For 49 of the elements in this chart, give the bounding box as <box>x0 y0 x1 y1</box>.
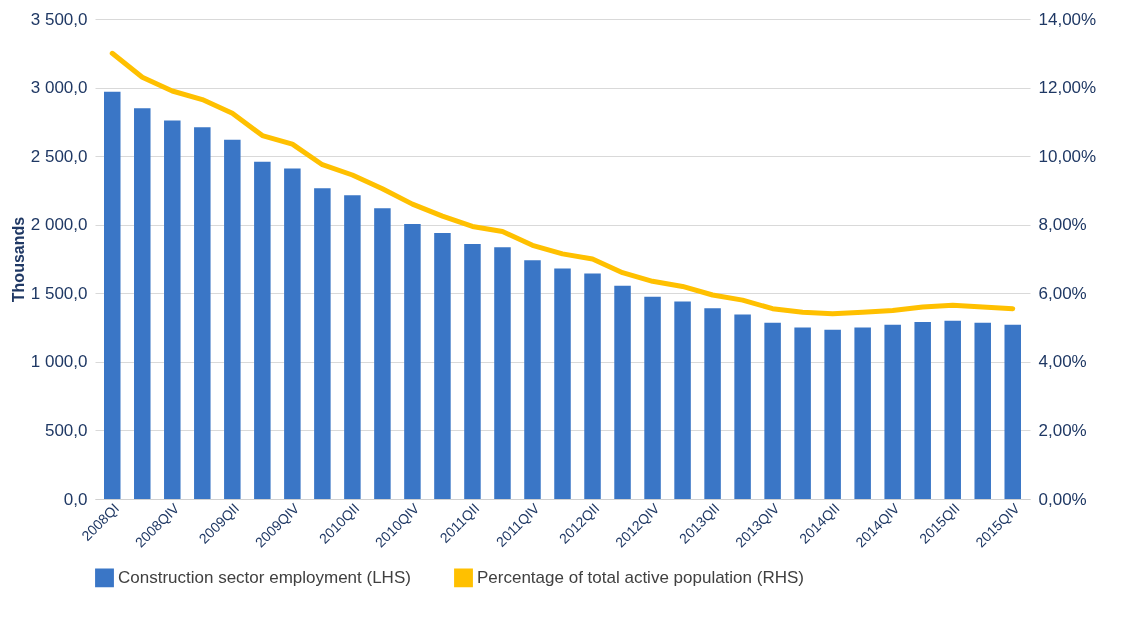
bar <box>704 308 721 499</box>
y2-tick-label: 14,00% <box>1038 9 1097 29</box>
bar <box>974 322 991 499</box>
y-tick-label: 1 000,0 <box>30 352 88 372</box>
y-tick-label: 2 000,0 <box>30 215 88 235</box>
bar <box>1004 324 1021 499</box>
y-axis-title: Thousands <box>9 216 27 303</box>
bar <box>134 108 151 499</box>
y2-tick-label: 2,00% <box>1038 420 1087 440</box>
y-tick-label: 2 500,0 <box>30 146 88 166</box>
bar <box>344 195 361 499</box>
bar <box>764 322 781 499</box>
bar <box>554 268 571 499</box>
bar <box>224 139 241 499</box>
y2-tick-label: 4,00% <box>1038 352 1087 372</box>
y2-tick-label: 6,00% <box>1038 283 1087 303</box>
bar <box>614 285 631 499</box>
bar <box>494 247 511 499</box>
bar <box>734 314 751 499</box>
y2-tick-label: 10,00% <box>1038 146 1097 166</box>
bar <box>164 120 181 499</box>
bar <box>524 260 541 499</box>
y-tick-label: 1 500,0 <box>30 283 88 303</box>
bar <box>434 232 451 499</box>
bar <box>314 188 331 499</box>
bar <box>884 324 901 499</box>
bar <box>104 91 121 499</box>
y2-tick-label: 8,00% <box>1038 215 1087 235</box>
bar <box>944 320 961 499</box>
y2-tick-label: 12,00% <box>1038 78 1097 98</box>
bar <box>794 327 811 499</box>
bar <box>914 322 931 499</box>
legend-label: Percentage of total active population (RHS) <box>477 567 804 587</box>
bar <box>674 301 691 499</box>
bar <box>644 296 661 499</box>
bar <box>404 224 421 499</box>
y-tick-label: 500,0 <box>44 420 88 440</box>
bar <box>194 127 211 499</box>
bar <box>464 243 481 499</box>
legend-label: Construction sector employment (LHS) <box>118 567 411 587</box>
y-tick-label: 3 500,0 <box>30 9 88 29</box>
bar <box>824 329 841 499</box>
y2-tick-label: 0,00% <box>1038 489 1087 509</box>
bar <box>254 161 271 499</box>
bar <box>584 273 601 499</box>
bar <box>854 327 871 499</box>
bar <box>374 208 391 499</box>
bar <box>284 168 301 499</box>
y-tick-label: 3 000,0 <box>30 78 88 98</box>
